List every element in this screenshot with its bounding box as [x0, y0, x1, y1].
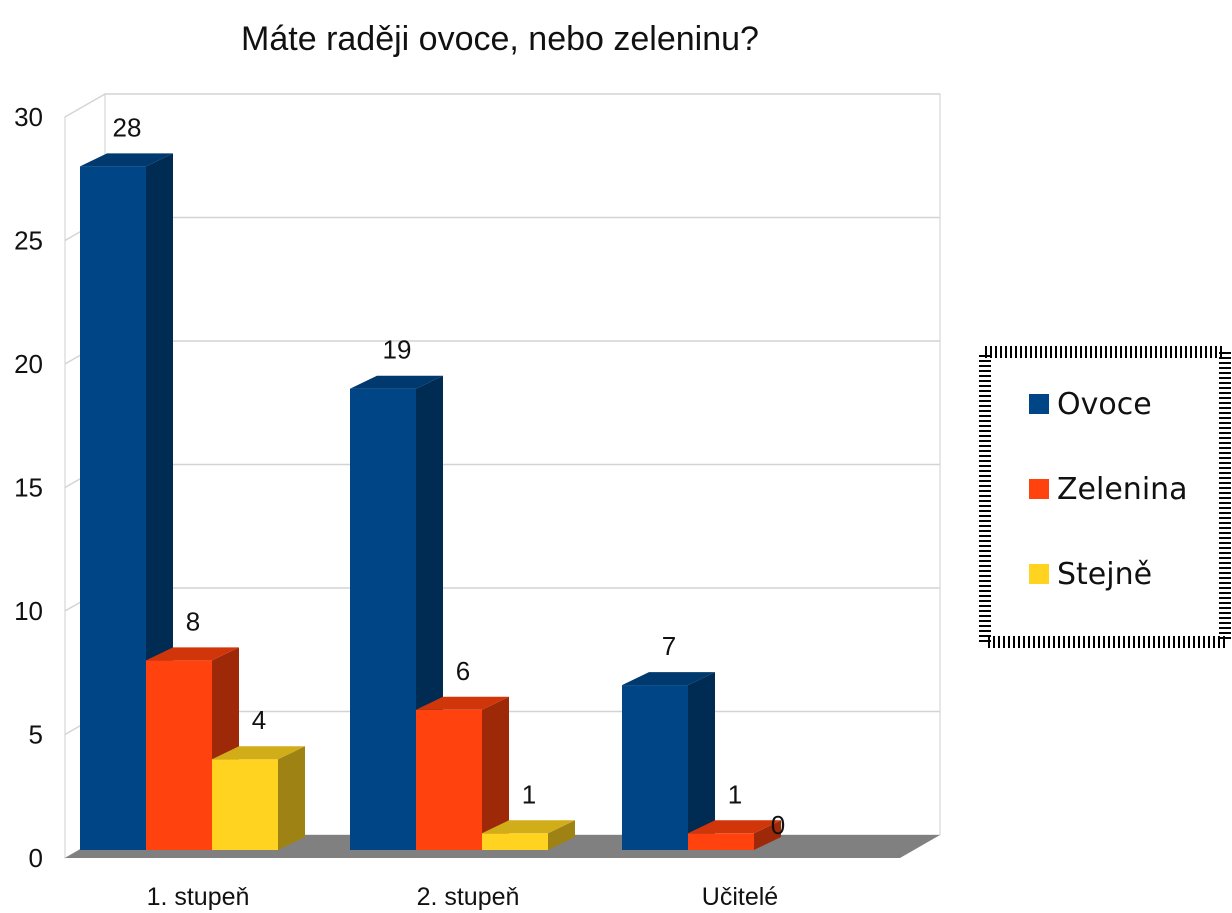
bar-front — [482, 833, 548, 850]
data-label: 28 — [113, 112, 142, 142]
data-label: 1 — [522, 779, 536, 809]
bar-front — [416, 709, 482, 850]
bar-top — [416, 696, 509, 710]
x-axis-ticks: 1. stupeň 2. stupeň Učitelé — [147, 883, 779, 911]
legend-label: Zelenina — [1057, 472, 1188, 507]
data-label: 4 — [252, 705, 266, 735]
bar-side — [754, 820, 781, 850]
bar-front — [350, 388, 416, 850]
bar-top — [146, 647, 239, 661]
data-label: 8 — [186, 606, 200, 636]
data-label: 1 — [728, 779, 742, 809]
legend: Ovoce Zelenina Stejně — [979, 346, 1231, 648]
bar-ovoce-2 — [622, 672, 715, 850]
bar-front — [688, 833, 754, 850]
bar-stejně-1 — [482, 820, 575, 850]
x-tick-label: 2. stupeň — [417, 883, 520, 911]
legend-label: Stejně — [1057, 557, 1152, 592]
x-tick-label: 1. stupeň — [147, 883, 250, 911]
data-label: 0 — [771, 810, 785, 840]
bars — [80, 153, 781, 850]
bar-front — [146, 660, 212, 850]
bar-top — [350, 375, 443, 389]
legend-swatch — [1029, 564, 1049, 584]
chart-title: Máte raději ovoce, nebo zeleninu? — [241, 20, 759, 58]
bar-ovoce-0 — [80, 153, 173, 850]
gridline — [64, 93, 940, 118]
bar-front — [212, 759, 278, 850]
y-tick-label: 10 — [14, 596, 43, 626]
y-tick-label: 30 — [14, 102, 43, 132]
legend-label: Ovoce — [1057, 387, 1152, 422]
y-tick-label: 15 — [14, 473, 43, 503]
bar-top — [482, 820, 575, 834]
y-tick-label: 5 — [29, 720, 43, 750]
bar-side — [482, 696, 509, 850]
bar-side — [278, 746, 305, 850]
bar-top — [80, 153, 173, 167]
bar-side — [688, 672, 715, 850]
y-tick-label: 25 — [14, 226, 43, 256]
data-label: 7 — [662, 631, 676, 661]
bar-zelenina-0 — [146, 647, 239, 850]
bar-front — [80, 166, 146, 850]
x-tick-label: Učitelé — [702, 883, 778, 911]
bar-zelenina-1 — [416, 696, 509, 850]
bar-front — [622, 685, 688, 850]
y-tick-label: 20 — [14, 349, 43, 379]
y-tick-label: 0 — [29, 843, 43, 873]
legend-swatch — [1029, 479, 1049, 499]
data-label: 19 — [383, 335, 412, 365]
data-label: 6 — [456, 656, 470, 686]
bar-top — [688, 820, 781, 834]
bar-side — [548, 820, 575, 850]
legend-swatch — [1029, 394, 1049, 414]
bar-stejně-0 — [212, 746, 305, 850]
bar-top — [622, 672, 715, 686]
y-axis-ticks: 0 5 10 15 20 25 30 — [14, 102, 43, 873]
bar-zelenina-2 — [688, 820, 781, 850]
bar-top — [212, 746, 305, 760]
